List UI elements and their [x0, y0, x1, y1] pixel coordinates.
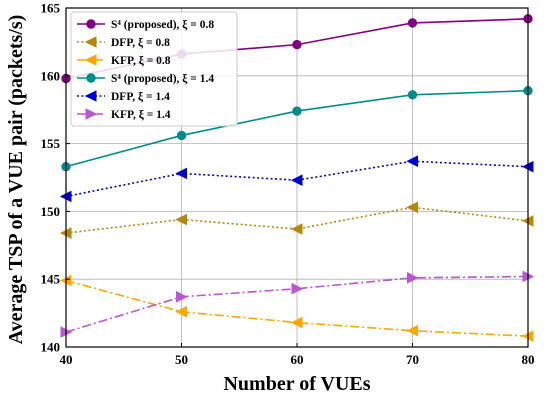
- legend-box: [70, 11, 238, 127]
- data-point: [292, 106, 302, 116]
- data-point: [407, 90, 418, 100]
- legend-label: KFP, ξ = 0.8: [111, 54, 171, 67]
- x-tick-label: 50: [175, 352, 188, 367]
- legend-item: KFP, ξ = 1.4: [77, 108, 171, 121]
- y-tick-label: 140: [41, 340, 61, 355]
- legend-label: DFP, ξ = 1.4: [111, 90, 170, 103]
- data-point: [406, 155, 418, 168]
- legend-marker: [86, 19, 96, 29]
- x-tick-label: 60: [291, 352, 304, 367]
- legend-label: S⁴ (proposed), ξ = 1.4: [111, 72, 214, 85]
- data-point: [292, 39, 302, 50]
- legend-item: DFP, ξ = 0.8: [77, 36, 170, 49]
- data-point: [176, 291, 188, 303]
- legend-item: S⁴ (proposed), ξ = 1.4: [77, 72, 214, 85]
- series-line: [65, 275, 529, 333]
- y-tick-label: 150: [41, 204, 61, 219]
- data-point: [407, 272, 419, 284]
- data-point: [175, 167, 187, 180]
- data-point: [175, 213, 187, 226]
- legend-marker: [86, 73, 96, 83]
- legend-marker: [84, 54, 97, 66]
- x-tick-label: 80: [522, 352, 535, 367]
- legend-marker: [84, 36, 97, 48]
- series-4: [61, 86, 533, 172]
- x-tick-label: 40: [60, 352, 73, 367]
- legend-item: KFP, ξ = 0.8: [77, 54, 171, 67]
- legend-item: DFP, ξ = 1.4: [77, 90, 170, 103]
- data-point: [406, 324, 418, 337]
- y-tick-label: 145: [41, 272, 61, 287]
- legend-label: DFP, ξ = 0.8: [111, 36, 170, 49]
- legend-label: KFP, ξ = 1.4: [111, 108, 171, 121]
- x-tick-label: 70: [406, 352, 419, 367]
- ticks: 40 50 60 70 80 140 145 150 155 160 165: [41, 1, 535, 368]
- data-point: [290, 316, 303, 329]
- legend-marker: [84, 90, 97, 102]
- data-point: [407, 18, 418, 28]
- data-point: [291, 282, 304, 295]
- y-tick-label: 160: [41, 68, 61, 83]
- data-point: [176, 130, 187, 141]
- legend-marker: [85, 108, 98, 120]
- y-axis-label: Average TSP of a VUE pair (packets/s): [5, 15, 27, 345]
- x-axis-label: Number of VUEs: [223, 373, 370, 395]
- y-tick-label: 155: [41, 136, 61, 151]
- data-point: [290, 174, 303, 187]
- data-point: [290, 223, 303, 235]
- legend: S⁴ (proposed), ξ = 0.8 DFP, ξ = 0.8 KFP, ξ…: [70, 11, 238, 127]
- y-tick-label: 165: [41, 1, 61, 16]
- data-point: [175, 305, 187, 318]
- legend-item: S⁴ (proposed), ξ = 0.8: [77, 18, 214, 31]
- series-line: [65, 206, 529, 234]
- legend-label: S⁴ (proposed), ξ = 0.8: [111, 18, 214, 31]
- data-point: [406, 201, 418, 214]
